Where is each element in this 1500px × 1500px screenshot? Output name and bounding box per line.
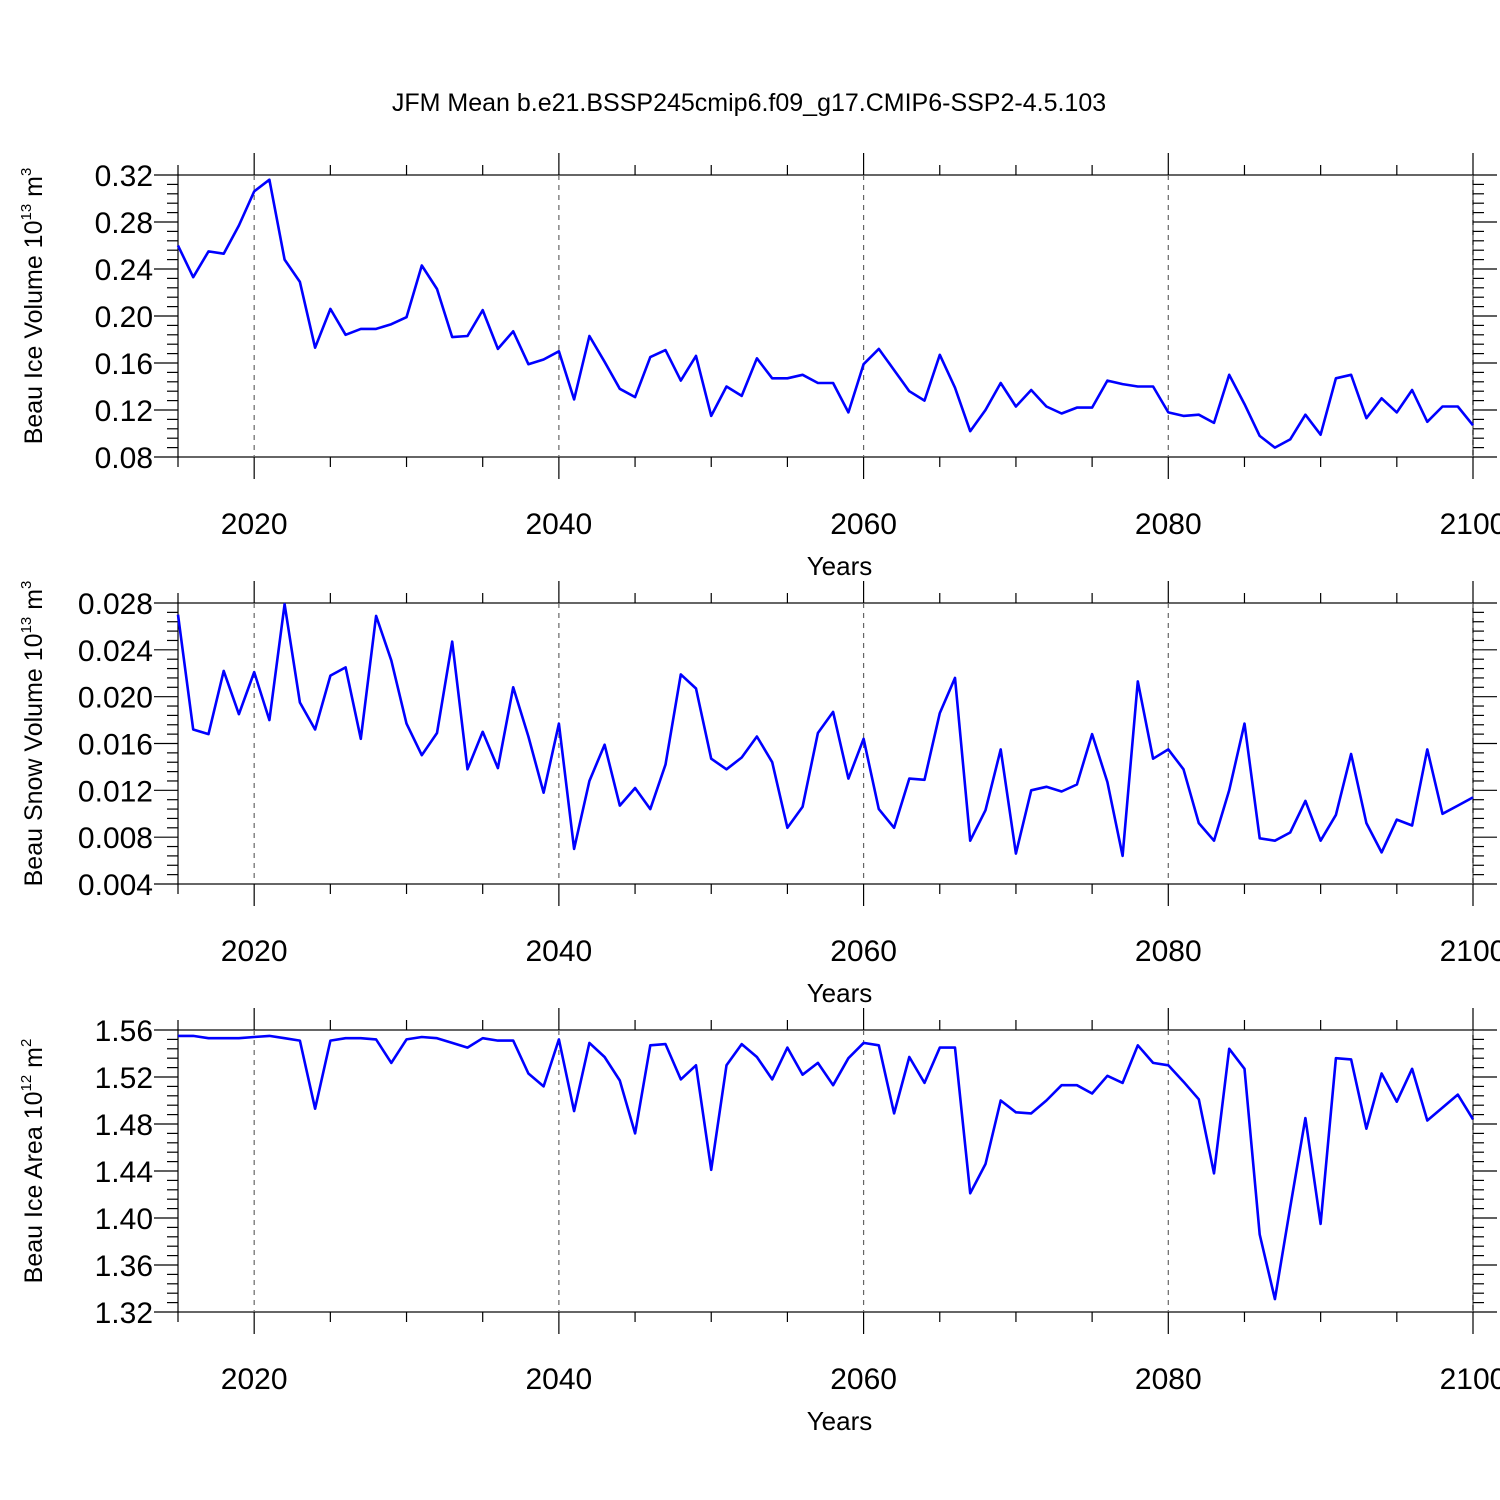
y-tick-label: 0.004 [78,869,153,902]
panel-2: 2020 2040 2060 2080 2100 0.004 0.008 0.012 0.016… [18,581,1500,1008]
x-axis-label: Years [807,551,873,581]
y-tick-label: 1.32 [95,1297,153,1330]
y-axis-label-text: Beau Snow Volume 10 [20,633,48,886]
x-tick-label: 2060 [830,508,897,541]
y-tick-label: 0.024 [78,635,153,668]
x-tick-label: 2040 [526,935,593,968]
x-tick-label: 2060 [830,1363,897,1396]
series-line [176,178,1475,449]
x-tick-label: 2060 [830,935,897,968]
x-tick-label: 2080 [1135,1363,1202,1396]
y-axis-label-unit-exponent: 3 [18,168,35,176]
x-tick-label: 2100 [1440,1363,1500,1396]
y-tick-label: 0.028 [78,588,153,621]
y-axis-label-text: Beau Ice Area 10 [20,1092,48,1284]
y-tick-label: 1.48 [95,1109,153,1142]
y-tick-label: 1.52 [95,1062,153,1095]
y-tick-label: 1.36 [95,1250,153,1283]
series-line [176,602,1474,858]
y-tick-label: 0.008 [78,822,153,855]
y-axis-label-unit: m [20,176,48,204]
y-tick-label: 1.40 [95,1203,153,1236]
x-tick-label: 2040 [526,1363,593,1396]
x-tick-label: 2020 [221,1363,288,1396]
y-tick-label: 1.56 [95,1015,153,1048]
y-tick-label: 1.44 [95,1156,153,1189]
panels: 2020 2040 2060 2080 2100 0.08 0.12 0.16 0.20 0.24… [18,153,1500,1436]
x-tick-label: 2020 [221,508,288,541]
x-axis-label: Years [807,1406,873,1436]
x-tick-label: 2100 [1440,935,1500,968]
y-axis-label-exponent: 13 [18,617,35,634]
y-axis-label: Beau Ice Area 1012 m2 [18,1039,48,1284]
x-tick-label: 2040 [526,508,593,541]
x-tick-label: 2080 [1135,935,1202,968]
y-axis-label-exponent: 12 [18,1075,35,1092]
y-tick-label: 0.12 [95,395,153,428]
y-tick-label: 0.020 [78,682,153,715]
y-axis-label: Beau Ice Volume 1013 m3 [18,168,48,445]
plot-frame [177,174,1474,458]
y-axis-label-exponent: 13 [18,204,35,221]
y-axis-label-unit-exponent: 2 [18,1039,35,1047]
x-tick-label: 2100 [1440,508,1500,541]
y-tick-label: 0.24 [95,254,153,287]
y-axis-label: Beau Snow Volume 1013 m3 [18,581,48,887]
y-tick-label: 0.28 [95,207,153,240]
y-tick-label: 0.32 [95,160,153,193]
panel-3: 2020 2040 2060 2080 2100 1.32 1.36 1.40 1.44 1.48… [18,1008,1500,1436]
series-line [178,1034,1475,1301]
y-axis-label-unit: m [20,1047,48,1075]
y-tick-label: 0.012 [78,775,153,808]
figure-title: JFM Mean b.e21.BSSP245cmip6.f09_g17.CMIP… [392,89,1106,117]
x-tick-label: 2080 [1135,508,1202,541]
y-tick-label: 0.08 [95,442,153,475]
panel-1: 2020 2040 2060 2080 2100 0.08 0.12 0.16 0.20 0.24… [18,153,1500,581]
y-tick-label: 0.016 [78,729,153,762]
x-tick-label: 2020 [221,935,288,968]
x-axis-label: Years [807,978,873,1008]
y-tick-label: 0.16 [95,348,153,381]
y-tick-label: 0.20 [95,301,153,334]
y-axis-label-unit: m [20,589,48,617]
y-axis-label-unit-exponent: 3 [18,581,35,589]
y-axis-label-text: Beau Ice Volume 10 [20,221,48,445]
